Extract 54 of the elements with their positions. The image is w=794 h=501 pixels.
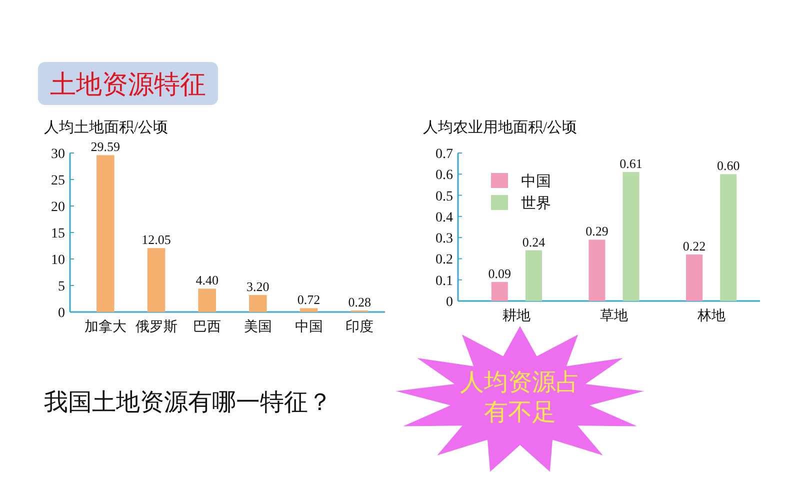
chart-title: 土地资源特征 xyxy=(50,70,206,99)
bar xyxy=(198,288,216,312)
text: 人均资源占有不足 xyxy=(460,370,580,426)
text: 我国土地资源有哪一特征？ xyxy=(44,390,332,416)
bar xyxy=(491,282,508,301)
y-tick-label: 0.4 xyxy=(436,210,453,226)
bar xyxy=(622,172,640,301)
y-tick-label: 10 xyxy=(51,253,65,268)
data-label: 0.09 xyxy=(488,266,512,281)
bar xyxy=(96,155,114,312)
y-axis-title: 人均土地面积/公顷 xyxy=(44,119,168,136)
y-tick-label: 5 xyxy=(58,280,65,294)
data-label: 0.29 xyxy=(586,224,608,239)
data-label: 0.22 xyxy=(682,238,706,254)
y-tick-label: 0.5 xyxy=(436,189,453,204)
data-label: 3.20 xyxy=(246,279,270,294)
data-label: 0.72 xyxy=(297,292,320,308)
bar xyxy=(588,240,606,301)
x-tick-label: 印度 xyxy=(346,319,374,335)
bar xyxy=(525,250,542,301)
y-tick-label: 0 xyxy=(446,295,453,310)
data-label: 0.28 xyxy=(348,294,371,310)
x-tick-label: 俄罗斯 xyxy=(135,319,178,335)
y-tick-label: 0.2 xyxy=(436,252,453,268)
y-tick-label: 15 xyxy=(51,226,65,242)
x-tick-label: 美国 xyxy=(244,319,272,335)
legend-label: 世界 xyxy=(521,195,551,212)
y-tick-label: 0.3 xyxy=(436,232,453,247)
x-tick-label: 加拿大 xyxy=(84,319,126,335)
data-label: 29.59 xyxy=(90,139,120,154)
data-label: 0.61 xyxy=(620,156,642,172)
x-tick-label: 耕地 xyxy=(502,308,531,324)
y-tick-label: 0.6 xyxy=(436,168,453,184)
data-label: 0.60 xyxy=(716,158,740,174)
y-tick-label: 0.1 xyxy=(436,274,453,289)
x-tick-label: 草地 xyxy=(600,308,628,324)
data-label: 12.05 xyxy=(142,232,171,248)
bar xyxy=(686,254,703,301)
y-axis-title: 人均农业用地面积/公顷 xyxy=(423,119,578,136)
bar xyxy=(300,308,318,312)
y-tick-label: 20 xyxy=(51,200,65,215)
y-tick-label: 0.7 xyxy=(436,147,453,162)
x-tick-label: 中国 xyxy=(294,319,323,335)
y-tick-label: 25 xyxy=(51,174,65,188)
x-tick-label: 林地 xyxy=(696,308,726,324)
y-tick-label: 0 xyxy=(58,306,65,321)
bar xyxy=(147,248,166,312)
x-tick-label: 巴西 xyxy=(193,320,222,335)
y-tick-label: 30 xyxy=(51,147,65,162)
bar xyxy=(720,174,737,301)
data-label: 4.40 xyxy=(196,272,218,288)
data-label: 0.24 xyxy=(522,234,546,250)
legend-label: 中国 xyxy=(521,173,551,190)
bar xyxy=(249,295,267,312)
